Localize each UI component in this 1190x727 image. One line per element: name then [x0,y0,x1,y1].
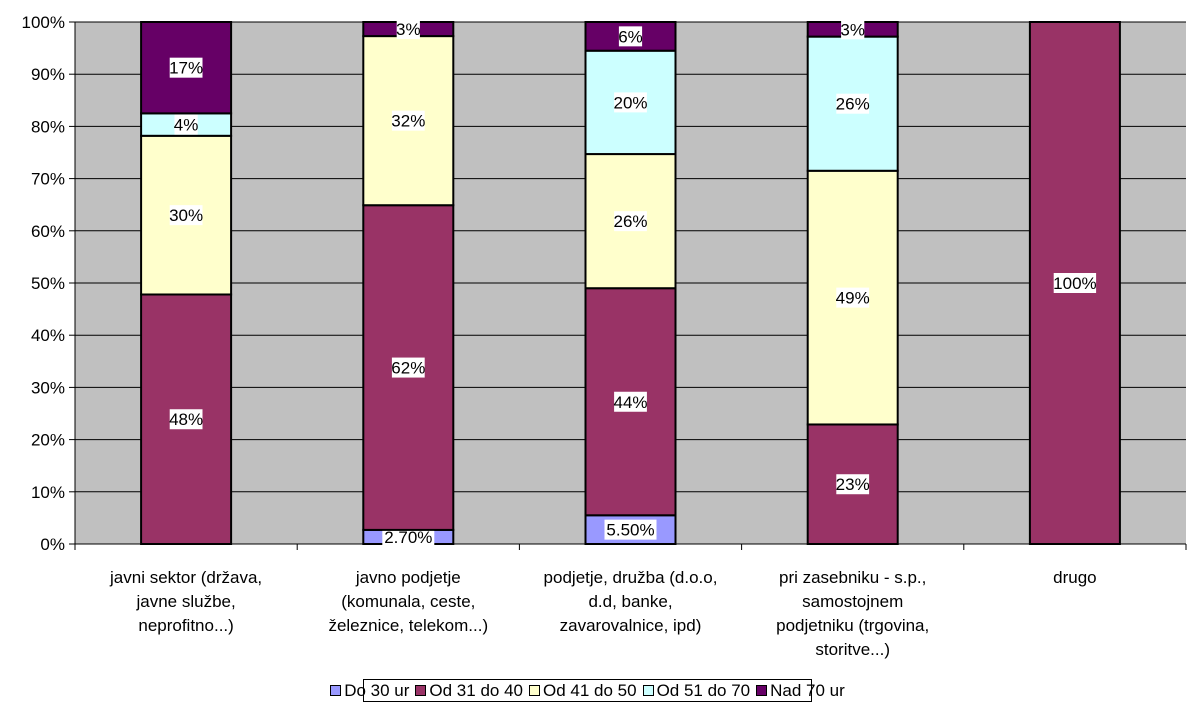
data-label: 3% [396,20,421,39]
data-label-bg [391,357,425,378]
y-tick-label: 80% [31,117,65,136]
data-label-bg [836,93,870,114]
y-tick-label: 70% [31,170,65,189]
data-label: 62% [391,359,425,378]
data-label-bg [391,110,425,131]
category-label: (komunala, ceste, [341,592,475,611]
data-label-bg [614,92,647,113]
y-tick-label: 30% [31,378,65,397]
legend-swatch [642,685,654,696]
category-label: samostojnem [802,592,903,611]
legend-item: Do 30 ur [330,681,409,701]
data-label-bg [382,526,435,547]
data-label: 26% [836,95,870,114]
y-tick-label: 50% [31,274,65,293]
category-label: d.d, banke, [588,592,672,611]
category-label: javno podjetje [355,568,461,587]
data-label: 5.50% [606,521,654,540]
legend-label: Od 31 do 40 [429,680,523,700]
category-label: storitve...) [815,640,890,659]
data-label: 3% [840,20,865,39]
data-label: 20% [613,93,647,112]
category-label: železnice, telekom...) [328,616,488,635]
category-label: javne službe, [135,592,235,611]
data-label: 100% [1053,274,1096,293]
data-label-bg [836,474,870,495]
legend-item: Nad 70 ur [756,681,845,701]
legend-swatch [330,685,342,696]
category-label: pri zasebniku - s.p., [779,568,926,587]
legend-item: Od 31 do 40 [415,681,523,701]
data-label-bg [1053,273,1097,293]
legend-label: Nad 70 ur [770,680,845,700]
data-label-bg [604,519,657,540]
data-label-bg [841,19,865,40]
legend-swatch [415,685,427,696]
y-tick-label: 10% [31,483,65,502]
y-tick-label: 20% [31,431,65,450]
legend-swatch [528,685,540,696]
data-label: 17% [169,59,203,78]
data-label: 6% [618,27,643,46]
legend-item: Od 41 do 50 [528,680,637,701]
y-tick-label: 100% [22,13,65,32]
data-label: 48% [169,410,203,429]
data-label-bg [169,57,203,78]
legend-label: Do 30 ur [344,680,410,700]
category-label: zavarovalnice, ipd) [560,616,702,635]
legend-swatch [756,685,768,696]
y-tick-label: 90% [31,65,65,84]
legend-label: Od 51 do 70 [656,680,751,700]
y-tick-label: 0% [40,535,65,554]
category-label: podjetniku (trgovina, [776,616,929,635]
data-label-bg [614,211,647,232]
data-label-bg [614,391,647,412]
category-label: javni sektor (država, [109,568,262,587]
data-label-bg [396,19,420,40]
data-label-bg [618,26,643,47]
y-tick-label: 40% [31,326,65,345]
data-label-bg [836,287,870,308]
data-label-bg [169,205,203,226]
data-label: 32% [391,112,425,131]
data-label: 30% [169,206,203,225]
data-label: 2.70% [384,528,432,547]
data-label: 23% [836,475,870,494]
data-label-bg [174,114,198,135]
data-label: 49% [836,289,870,308]
category-label: drugo [1053,568,1096,587]
data-label: 26% [613,212,647,231]
legend-label: Od 41 do 50 [542,680,637,700]
data-label: 4% [174,116,199,135]
data-label: 44% [613,393,647,412]
data-label-bg [169,409,203,430]
category-label: podjetje, družba (d.o.o, [544,568,718,587]
y-tick-label: 60% [31,222,65,241]
legend-item: Od 51 do 70 [642,680,751,701]
chart-legend: Do 30 ur Od 31 do 40 Od 41 do 50 Od 51 do 7… [330,679,845,702]
category-label: neprofitno...) [138,616,233,635]
